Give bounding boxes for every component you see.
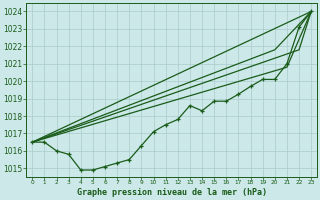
X-axis label: Graphe pression niveau de la mer (hPa): Graphe pression niveau de la mer (hPa) [77, 188, 267, 197]
